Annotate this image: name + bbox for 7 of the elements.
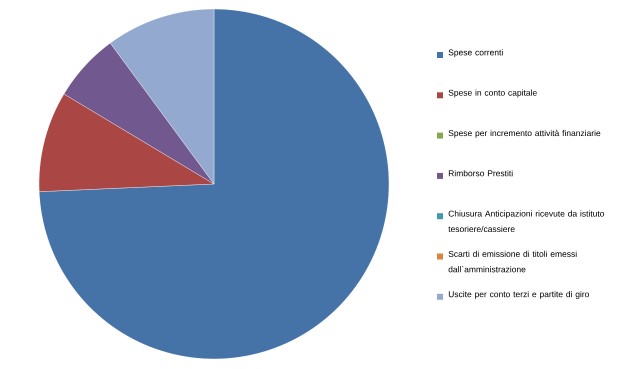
legend-label: Spese correnti (448, 49, 503, 58)
legend-label: Spese per incremento attività finanziarie (448, 130, 600, 138)
legend-label: Rimborso Prestiti (448, 170, 513, 176)
legend-label: Spese in conto capitale (448, 89, 537, 98)
legend-label: Chiusura Anticipazioni ricevute da istituto tesoriere/cassiere (448, 210, 604, 232)
legend-label: Uscite per conto terzi e partite di giro (448, 290, 590, 299)
legend-label: Scarti di emissione di titoli emessi dall`amministrazione (448, 250, 577, 272)
